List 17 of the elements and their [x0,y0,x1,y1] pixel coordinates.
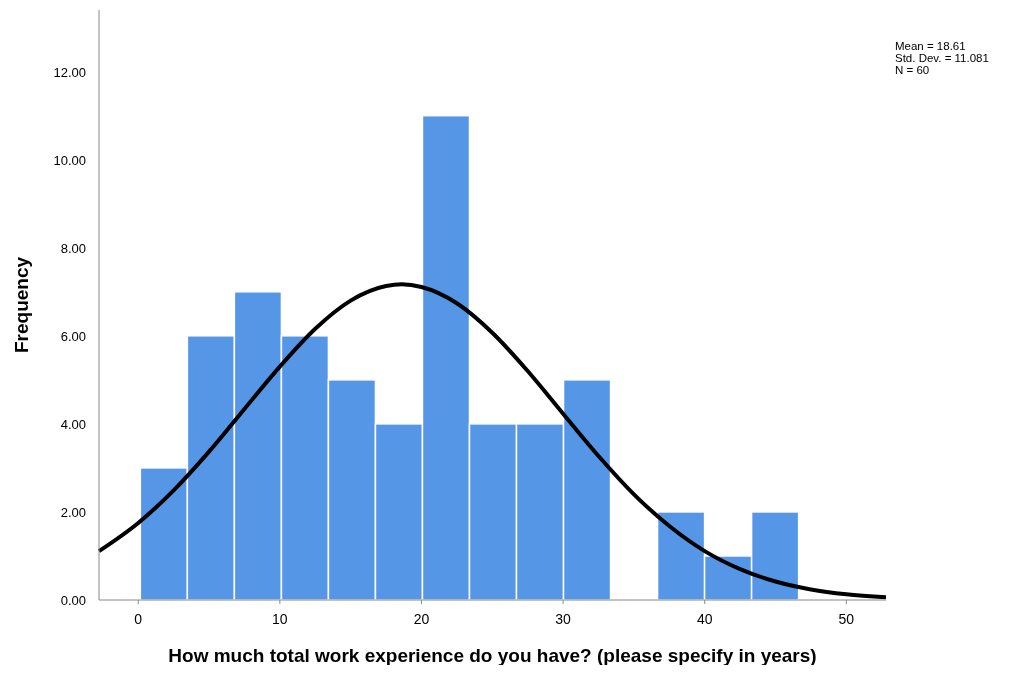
text: Mean = 18.61 [895,40,966,52]
y-tick-label: 0.00 [60,593,86,608]
y-tick-label: 10.00 [53,152,86,168]
text: N = 60 [895,64,930,76]
x-tick-label: 0 [134,611,143,627]
x-tick-label: 20 [413,611,430,627]
y-tick-label: 4.00 [60,416,86,432]
y-axis-title: Frequency [11,256,32,354]
x-tick-label: 10 [272,611,288,627]
y-tick-label: 12.00 [53,64,86,80]
y-tick-label: 8.00 [60,240,86,256]
x-tick-label: 40 [696,611,713,627]
x-tick-label: 30 [555,611,572,627]
text: Std. Dev. = 11.081 [895,52,989,64]
y-tick-label: 2.00 [60,504,86,520]
y-tick-label: 6.00 [60,328,86,344]
x-tick-label: 50 [838,611,855,627]
